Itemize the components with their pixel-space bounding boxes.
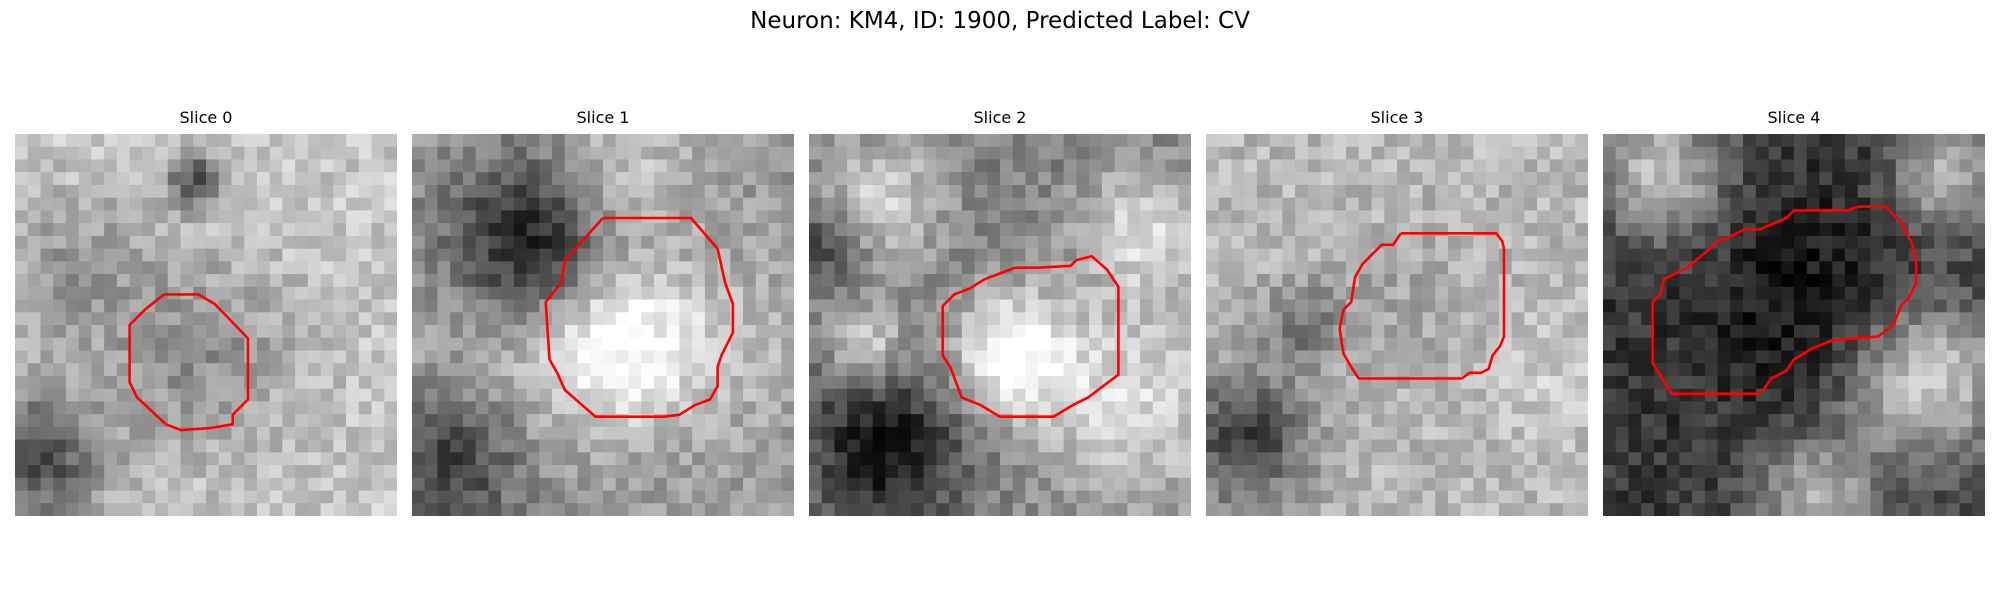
- slice-0-contour: [128, 293, 250, 432]
- slice-4-image: [1603, 134, 1985, 516]
- slice-0-image: [15, 134, 397, 516]
- panel-title-slice-1: Slice 1: [576, 108, 630, 127]
- slice-2-image: [809, 134, 1191, 516]
- panel-title-slice-2: Slice 2: [973, 108, 1027, 127]
- figure-title: Neuron: KM4, ID: 1900, Predicted Label: …: [750, 8, 1250, 34]
- panel-title-slice-3: Slice 3: [1370, 108, 1424, 127]
- slice-2-contour: [941, 254, 1120, 419]
- slice-1-image: [412, 134, 794, 516]
- panel-title-slice-0: Slice 0: [179, 108, 233, 127]
- slice-3-image: [1206, 134, 1588, 516]
- slice-1-contour: [544, 216, 735, 419]
- slice-4-contour: [1651, 205, 1918, 396]
- panel-title-slice-4: Slice 4: [1767, 108, 1821, 127]
- slice-3-contour: [1338, 232, 1506, 380]
